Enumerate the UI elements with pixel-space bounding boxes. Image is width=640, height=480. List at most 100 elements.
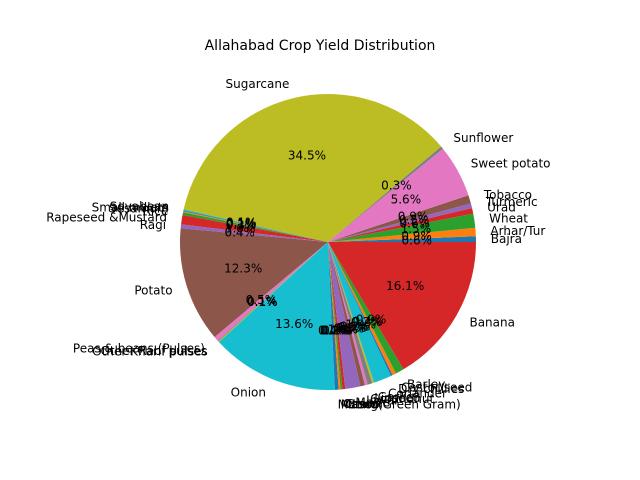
- percent-label-rice: 0.3%: [226, 218, 257, 232]
- percent-label-urad: 0.6%: [400, 216, 431, 230]
- percent-label-tobacco: 0.9%: [398, 209, 429, 223]
- percent-label-linseed: 0.5%: [338, 320, 369, 334]
- percent-label-other: 0.2%: [321, 323, 352, 337]
- category-label-onion: Onion: [231, 386, 266, 400]
- percent-label-masoor: 0.2%: [320, 324, 351, 338]
- percent-label-bajra: 0.6%: [402, 233, 433, 247]
- slice-small-millets: [183, 210, 328, 242]
- category-label-sweet-potato: Sweet potato: [471, 157, 551, 171]
- slice-barley: [328, 242, 404, 374]
- percent-label-wheat: 1.5%: [401, 222, 432, 236]
- category-label-banana: Banana: [469, 316, 515, 330]
- slice-maize: [328, 242, 361, 389]
- percent-label-barley: 0.9%: [356, 313, 387, 327]
- slice-other-rabi-pulses: [217, 242, 328, 342]
- category-label-turmeric: Turmeric: [485, 195, 538, 209]
- percent-label-sweet-potato: 5.6%: [391, 192, 422, 206]
- percent-label-other-rabi-pulses: 0.1%: [247, 294, 278, 308]
- slice-peas-beans-pulses: [214, 242, 328, 341]
- category-label-other-rabi-pulses: Other Rabi pulses: [100, 344, 207, 358]
- chart-title: Allahabad Crop Yield Distribution: [205, 38, 436, 54]
- category-label-moong-green-gram: Moong(Green Gram): [338, 398, 461, 412]
- category-label-bajra: Bajra: [491, 232, 522, 246]
- slice-sweet-potato: [328, 148, 469, 242]
- category-label-linseed: Linseed: [374, 391, 420, 405]
- slice-groundnut: [328, 242, 368, 386]
- slice-garlic: [328, 242, 375, 384]
- category-label-gram: Gram: [346, 397, 379, 411]
- category-label-dry-chillies: Dry chillies: [398, 382, 464, 396]
- slice-sunflower: [328, 146, 443, 242]
- slice-moong-green-gram: [328, 242, 339, 390]
- category-label-ragi: Ragi: [140, 218, 166, 232]
- percent-label-groundnut: 0.3%: [336, 321, 367, 335]
- slice-masoor: [328, 242, 341, 390]
- percent-label-coriander: 1.9%: [346, 318, 377, 332]
- slice-ragi: [180, 224, 328, 242]
- percent-label-garlic: 0.2%: [340, 320, 371, 334]
- category-label-sunflower: Sunflower: [453, 131, 513, 145]
- slice-coriander: [328, 242, 391, 383]
- pie-slices: [179, 94, 476, 391]
- slice-rice: [182, 212, 328, 242]
- percent-label-banana: 16.1%: [386, 279, 424, 293]
- category-label-tobacco: Tobacco: [483, 188, 532, 202]
- slice-jowar: [328, 242, 365, 387]
- pie-percent-labels: 0.6%0.9%1.5%0.6%0.5%0.9%5.6%0.3%34.5%0.1…: [224, 149, 432, 338]
- slice-turmeric: [328, 203, 473, 242]
- category-label-rapeseed-mustard: Rapeseed &Mustard: [46, 210, 167, 224]
- slice-gram: [328, 242, 346, 390]
- slice-arhar-tur: [328, 227, 476, 242]
- slice-onion: [218, 242, 335, 391]
- percent-label-sesamum: 0.1%: [226, 217, 257, 231]
- percent-label-arhar-tur: 0.9%: [401, 229, 432, 243]
- percent-label-rapeseed-mustard: 1.0%: [225, 222, 256, 236]
- percent-label-turmeric: 0.5%: [399, 213, 430, 227]
- percent-label-peas-beans-pulses: 0.5%: [246, 293, 277, 307]
- percent-label-castor-seed: 0.4%: [353, 314, 384, 328]
- percent-label-dry-chillies: 0.2%: [351, 315, 382, 329]
- slice-bajra: [328, 236, 476, 242]
- category-label-coriander: Coriander: [388, 386, 447, 400]
- percent-label-small-millets: 0.1%: [226, 216, 257, 230]
- category-label-other: Other: [343, 397, 377, 411]
- slice-rapeseed-mustard: [181, 215, 328, 242]
- percent-label-moong-green-gram: 0.4%: [318, 324, 349, 338]
- percent-label-potato: 12.3%: [224, 261, 262, 275]
- percent-label-jowar: 0.5%: [334, 321, 365, 335]
- slice-dry-chillies: [328, 242, 393, 376]
- category-label-sugarcane: Sugarcane: [226, 77, 290, 91]
- slice-sugarcane: [183, 94, 442, 243]
- percent-label-sugarcane: 34.5%: [288, 149, 326, 163]
- percent-label-other-kharif-pulses: 0.1%: [247, 295, 278, 309]
- category-label-jowar: Jowar: [365, 393, 399, 407]
- percent-label-sunflower: 0.3%: [381, 178, 412, 192]
- category-label-peas-beans-pulses: Peas & beans (Pulses): [73, 342, 205, 356]
- category-label-garlic: Garlic: [378, 390, 413, 404]
- category-label-groundnut: Groundnut: [370, 392, 434, 406]
- slice-castor-seed: [328, 242, 397, 376]
- category-label-castor-seed: Castor seed: [401, 381, 472, 395]
- percent-label-gram: 0.3%: [322, 323, 353, 337]
- percent-label-ragi: 0.4%: [224, 226, 255, 240]
- category-label-other-kharif-pulses: Other Kharif pulses: [92, 345, 207, 359]
- percent-label-maize: 1.6%: [328, 323, 359, 337]
- slice-soyabean: [183, 209, 328, 242]
- category-label-maize: Maize: [355, 395, 390, 409]
- category-label-barley: Barley: [407, 377, 445, 391]
- slice-wheat: [328, 213, 476, 242]
- slice-linseed: [328, 242, 373, 385]
- slice-potato: [179, 228, 328, 338]
- percent-label-soyabean: 0.1%: [226, 216, 257, 230]
- category-label-masoor: Masoor: [341, 397, 385, 411]
- category-label-urad: Urad: [487, 201, 516, 215]
- category-label-small-millets: Small millets: [92, 201, 169, 215]
- category-label-rice: Rice: [143, 204, 169, 218]
- category-label-soyabean: Soyabean: [110, 200, 169, 214]
- slice-tobacco: [328, 195, 471, 242]
- slice-urad: [328, 208, 474, 242]
- percent-label-onion: 13.6%: [275, 317, 313, 331]
